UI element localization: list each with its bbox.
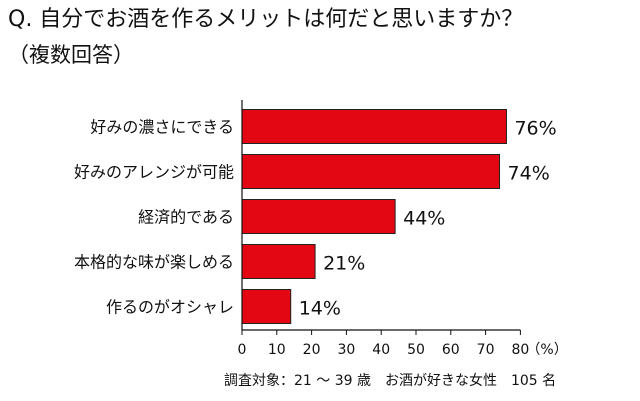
bar xyxy=(241,289,292,324)
bar xyxy=(241,154,501,189)
category-label: 好みのアレンジが可能 xyxy=(74,163,234,182)
x-tick-label: 80 xyxy=(511,342,529,358)
x-unit-label: （%） xyxy=(526,342,567,358)
bar xyxy=(241,244,316,279)
chart-title: Q. 自分でお酒を作るメリットは何だと思いますか？ xyxy=(8,7,524,32)
x-tick-label: 0 xyxy=(238,342,247,358)
category-label: 好みの濃さにできる xyxy=(90,118,234,137)
value-label: 21% xyxy=(323,253,365,275)
category-label: 作るのがオシャレ xyxy=(106,298,234,317)
bar xyxy=(241,109,507,144)
value-label: 76% xyxy=(514,118,556,140)
survey-footnote: 調査対象：21 ～ 39 歳 お酒が好きな女性 105 名 xyxy=(224,373,557,389)
value-label: 74% xyxy=(508,163,550,185)
category-label: 経済的である xyxy=(138,208,234,227)
chart-subtitle: （複数回答） xyxy=(8,43,134,67)
x-tick-label: 20 xyxy=(303,342,321,358)
bar xyxy=(241,199,396,234)
x-tick-label: 70 xyxy=(477,342,495,358)
value-label: 14% xyxy=(299,298,341,320)
x-tick-label: 40 xyxy=(372,342,390,358)
value-label: 44% xyxy=(403,208,445,230)
x-tick-label: 50 xyxy=(407,342,425,358)
category-label: 本格的な味が楽しめる xyxy=(74,253,234,272)
x-tick-label: 10 xyxy=(268,342,286,358)
x-tick-label: 30 xyxy=(337,342,355,358)
x-tick-label: 60 xyxy=(442,342,460,358)
